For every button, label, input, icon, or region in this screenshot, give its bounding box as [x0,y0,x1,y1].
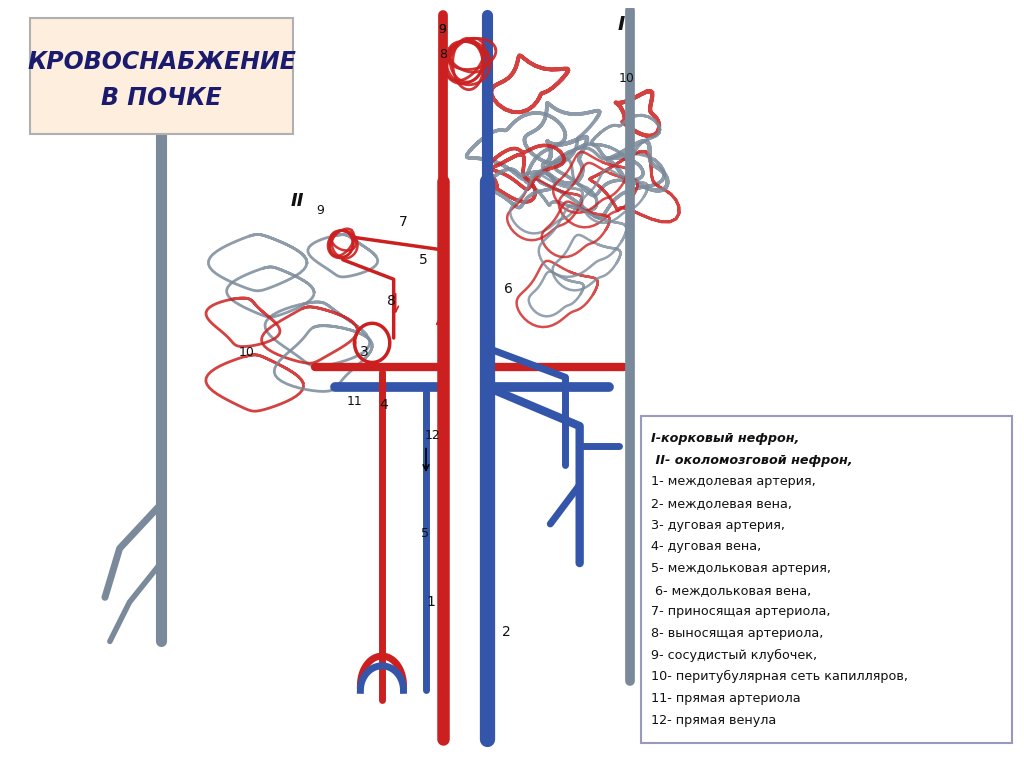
Text: 7- приносящая артериола,: 7- приносящая артериола, [651,605,830,618]
Text: I-корковый нефрон,: I-корковый нефрон, [651,432,800,445]
Text: В ПОЧКЕ: В ПОЧКЕ [101,86,222,110]
Text: 8: 8 [438,48,446,61]
Text: 3: 3 [360,344,369,359]
Text: I: I [617,15,625,35]
Text: 12: 12 [425,430,440,443]
Text: 10- перитубулярная сеть капилляров,: 10- перитубулярная сеть капилляров, [651,670,908,683]
Text: 7: 7 [399,216,408,229]
Text: 11- прямая артериола: 11- прямая артериола [651,692,801,705]
Text: 4: 4 [380,397,388,412]
Text: 9- сосудистый клубочек,: 9- сосудистый клубочек, [651,649,817,662]
Text: 9: 9 [438,23,446,36]
Text: 1- междолевая артерия,: 1- междолевая артерия, [651,476,816,489]
Text: 11: 11 [347,395,362,408]
Text: 8: 8 [387,294,396,308]
Text: II- околомозговой нефрон,: II- околомозговой нефрон, [651,453,853,466]
Text: КРОВОСНАБЖЕНИЕ: КРОВОСНАБЖЕНИЕ [28,50,296,74]
Text: 4- дуговая вена,: 4- дуговая вена, [651,540,762,553]
Text: 12- прямая венула: 12- прямая венула [651,713,776,726]
Text: 5: 5 [419,252,427,267]
Text: 5- междольковая артерия,: 5- междольковая артерия, [651,562,831,575]
Text: 2- междолевая вена,: 2- междолевая вена, [651,497,793,510]
FancyBboxPatch shape [641,416,1013,743]
Text: 5: 5 [421,527,429,540]
Text: 10: 10 [239,346,255,359]
Text: 3- дуговая артерия,: 3- дуговая артерия, [651,518,785,532]
Text: 1: 1 [426,595,435,609]
Text: II: II [291,192,304,210]
Text: 8- выносящая артериола,: 8- выносящая артериола, [651,627,823,640]
Text: 6- междольковая вена,: 6- междольковая вена, [651,584,811,597]
Text: 9: 9 [316,204,325,217]
Text: 2: 2 [502,624,511,639]
Text: 9: 9 [438,23,446,36]
Text: 10: 10 [618,72,635,85]
FancyBboxPatch shape [30,18,293,134]
Text: 6: 6 [504,282,513,296]
